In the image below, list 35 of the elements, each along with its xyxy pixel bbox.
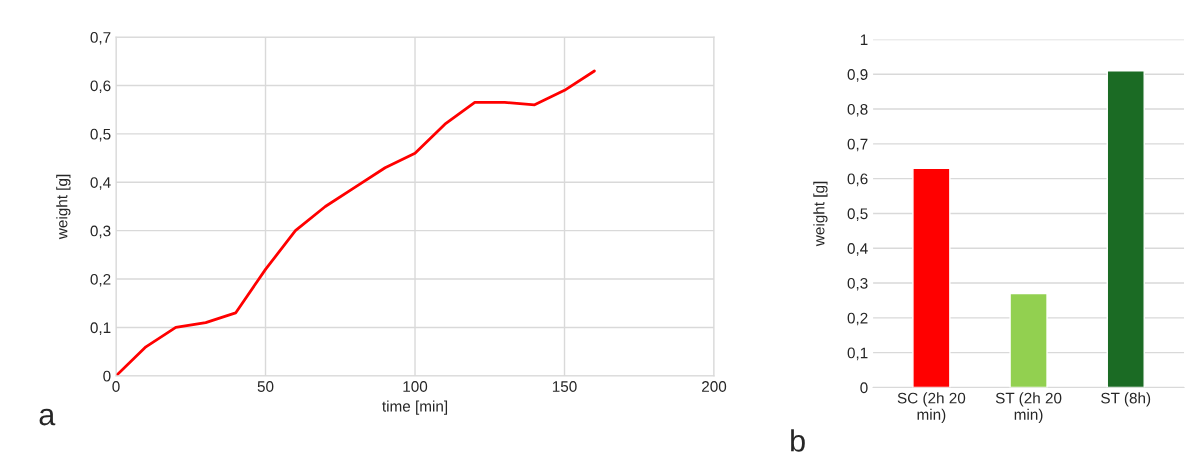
y-tick-label: 0,5 [847,208,868,221]
x-tick-label: 100 [403,381,428,392]
y-axis-title: weight [g] [56,174,71,240]
y-tick-label: 0,1 [90,322,111,335]
text: a [39,408,56,426]
x-tick-label: SC (2h 20 min) [897,392,966,423]
bar [912,167,951,388]
y-tick-label: 0,8 [847,103,868,117]
bar [1106,70,1145,388]
x-tick-label: 200 [702,381,727,392]
y-tick-label: 0,2 [847,312,868,326]
text: b [791,429,805,452]
x-tick-label: ST (2h 20 min) [995,392,1062,423]
x-tick-label: ST (8h) [1101,392,1151,407]
y-tick-label: 1 [860,34,868,45]
y-tick-label: 0 [103,370,111,382]
x-axis-title: time [min] [382,400,448,415]
x-tick-label: 50 [257,381,274,392]
y-tick-label: 0,2 [90,273,111,287]
y-tick-label: 0,3 [847,277,868,291]
y-tick-label: 0,3 [90,225,111,239]
line-series [116,69,596,376]
y-tick-label: 0,7 [847,138,868,152]
y-tick-label: 0,6 [90,80,111,93]
y-tick-label: 0,7 [90,31,111,45]
y-tick-label: 0,4 [847,243,868,256]
x-tick-label: 0 [112,381,120,392]
y-tick-label: 0,5 [90,128,111,142]
y-tick-label: 0,6 [847,173,868,187]
y-tick-label: 0,9 [847,69,868,82]
y-axis-title: weight [g] [813,181,828,247]
bar [1009,292,1048,388]
y-tick-label: 0,1 [847,347,868,361]
y-tick-label: 0,4 [90,177,111,190]
x-tick-label: 150 [552,381,577,392]
